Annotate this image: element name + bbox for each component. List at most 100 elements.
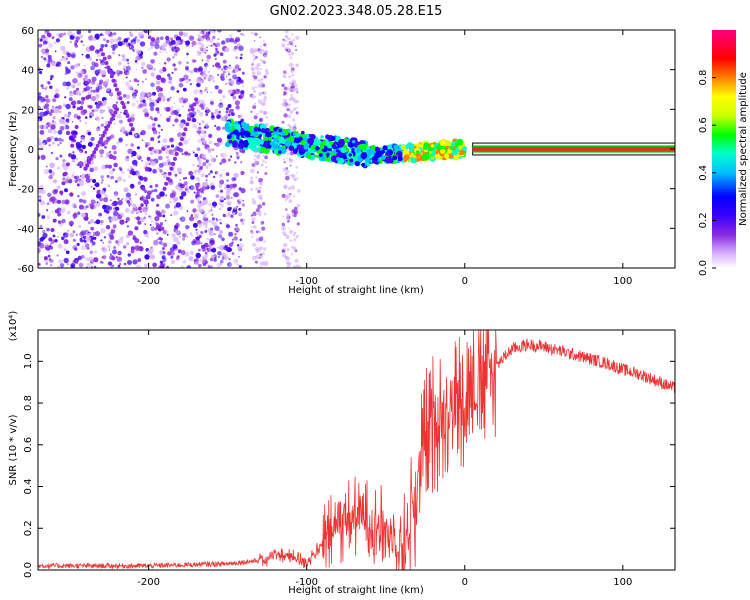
spectrogram-dot [123, 68, 126, 71]
spectrogram-dot [65, 130, 71, 136]
spectrogram-dot [76, 40, 79, 43]
spectrogram-dot [182, 32, 188, 37]
spectrogram-streak-dot [134, 226, 139, 231]
spectrogram-dot [99, 260, 103, 264]
spectrogram-dot [43, 40, 47, 45]
spectrogram-dot [68, 180, 72, 183]
spectrogram-dot [90, 185, 93, 188]
spectrogram-dot [38, 92, 42, 96]
spectrogram-dot [45, 52, 49, 56]
spectrogram-dot [189, 83, 193, 86]
spectrogram-dot [213, 53, 217, 57]
spectrogram-dot [149, 224, 152, 226]
spectrogram-dot [172, 110, 176, 114]
spectrogram-dot [202, 73, 206, 78]
spectrogram-dot [181, 152, 184, 156]
spectrogram-dot [175, 230, 180, 235]
spectrogram-dot [214, 256, 217, 259]
snr-y-tick-label: 0.6 [23, 437, 34, 453]
spectrogram-y-tick-label: 40 [21, 66, 34, 77]
spectrogram-dot [203, 230, 206, 232]
spectrogram-dot [235, 56, 238, 59]
spectrogram-dot [296, 100, 300, 104]
spectrogram-dot [200, 208, 205, 213]
spectrogram-dot [115, 180, 118, 183]
spectrogram-dot [38, 124, 43, 129]
spectrogram-dot [291, 73, 295, 77]
spectrogram-x-tick-label: 0 [462, 276, 468, 287]
spectrogram-dot [62, 56, 68, 62]
spectrogram-dot [147, 35, 152, 39]
spectrogram-dot [113, 162, 118, 168]
spectrogram-dot [205, 86, 209, 90]
spectrogram-dot [135, 264, 142, 268]
spectrogram-dot [111, 145, 117, 150]
spectrogram-dot [252, 105, 257, 110]
spectrogram-dot [258, 178, 263, 183]
spectrogram-dot [293, 107, 297, 111]
spectrogram-plot-area [38, 30, 675, 268]
spectrogram-dot [205, 159, 210, 163]
spectrogram-dot [77, 195, 80, 198]
spectrogram-dot [260, 45, 262, 48]
spectrogram-dot [63, 32, 66, 36]
spectrogram-band-dot [244, 131, 251, 138]
spectrogram-dot [53, 95, 57, 98]
spectrogram-dot [70, 65, 75, 70]
spectrogram-dot [184, 251, 190, 257]
spectrogram-band-dot [259, 123, 267, 131]
spectrogram-streak-dot [194, 97, 199, 102]
spectrogram-dot [290, 106, 294, 111]
spectrogram-dot [79, 151, 82, 153]
spectrogram-dot [296, 177, 299, 180]
spectrogram-dot [91, 241, 96, 246]
snr-y-ticks: 0.00.20.40.60.81.0 [23, 353, 675, 578]
spectrogram-dot [287, 42, 290, 46]
spectrogram-dot [134, 193, 138, 196]
spectrogram-band-dot [360, 152, 368, 160]
spectrogram-streak-dot [181, 132, 186, 137]
spectrogram-dot [58, 110, 62, 114]
spectrogram-dot [94, 33, 100, 39]
spectrogram-dot [81, 173, 86, 179]
spectrogram-dot [68, 220, 74, 226]
spectrogram-dot [195, 42, 198, 45]
spectrogram-dot [205, 113, 208, 116]
spectrogram-dot [103, 38, 106, 42]
spectrogram-streak-dot [120, 100, 125, 105]
spectrogram-dot [166, 57, 171, 62]
spectrogram-dot [261, 226, 266, 231]
spectrogram-dot [217, 38, 220, 41]
spectrogram-band-dot [268, 136, 273, 141]
spectrogram-dot [239, 218, 244, 222]
spectrogram-dot [169, 115, 172, 119]
spectrogram-dot [38, 138, 42, 143]
spectrogram-dot [143, 209, 146, 212]
spectrogram-dot [207, 150, 211, 154]
spectrogram-dot [193, 67, 199, 73]
spectrogram-dot [58, 137, 62, 142]
spectrogram-dot [201, 59, 204, 62]
spectrogram-streak-dot [104, 127, 109, 132]
spectrogram-dot [87, 141, 93, 147]
spectrogram-dot [101, 256, 104, 259]
spectrogram-dot [66, 87, 69, 90]
colorbar-gradient [712, 30, 736, 268]
spectrogram-dot [79, 34, 84, 39]
spectrogram-dot [89, 203, 91, 205]
spectrogram-dot [255, 230, 259, 234]
spectrogram-dot [208, 140, 213, 145]
spectrogram-dot [257, 63, 261, 67]
spectrogram-dot [217, 251, 222, 256]
spectrogram-dot [241, 203, 245, 207]
spectrogram-dot [236, 263, 239, 266]
spectrogram-dot [261, 202, 266, 206]
spectrogram-dot [206, 91, 209, 94]
spectrogram-dot [184, 187, 188, 191]
spectrogram-dot [129, 31, 132, 34]
spectrogram-streak-dot [116, 91, 121, 96]
spectrogram-dot [39, 200, 46, 206]
spectrogram-dot [81, 191, 86, 197]
spectrogram-dot [203, 41, 209, 47]
spectrogram-streak-dot [95, 143, 100, 148]
